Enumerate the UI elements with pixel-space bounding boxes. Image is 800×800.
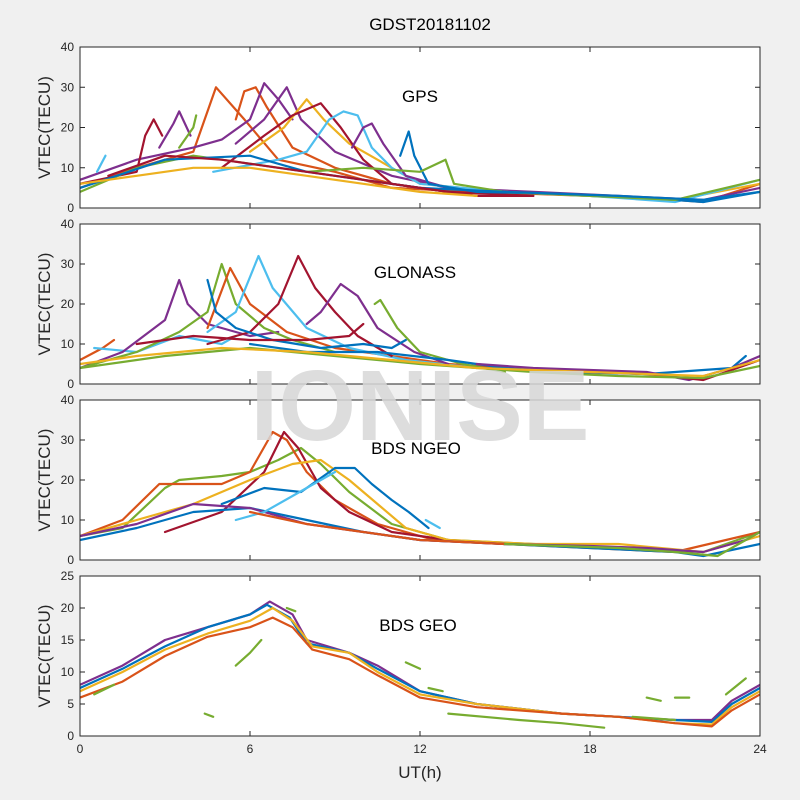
panel-series-group <box>80 430 760 558</box>
series-line-16 <box>80 166 478 197</box>
series-line-10 <box>447 712 606 729</box>
series-line-4 <box>220 466 430 530</box>
panel-1: 0 10 20 30 40 VTEC(TECU) GLONASS <box>35 217 761 391</box>
series-line-14 <box>724 677 747 696</box>
x-tick-label: 24 <box>753 742 767 756</box>
series-line-11 <box>631 715 677 722</box>
series-line-9 <box>158 110 192 149</box>
y-tick-label: 20 <box>61 473 75 487</box>
x-tick-label: 0 <box>77 742 84 756</box>
series-line-6 <box>234 638 263 667</box>
y-tick-label: 25 <box>61 569 75 583</box>
panel-2: 0 10 20 30 40 VTEC(TECU) BDS NGEO <box>35 393 761 567</box>
y-tick-label: 5 <box>67 697 74 711</box>
panel-series-group <box>80 254 760 382</box>
series-line-9 <box>427 686 444 693</box>
y-tick-label: 20 <box>61 297 75 311</box>
y-tick-label: 40 <box>61 217 75 231</box>
series-line-14 <box>80 346 760 380</box>
series-line-3 <box>80 616 760 728</box>
y-tick-label: 0 <box>67 377 74 391</box>
series-line-12 <box>645 696 662 702</box>
series-line-7 <box>305 282 450 366</box>
y-tick-label: 20 <box>61 121 75 135</box>
y-tick-label: 40 <box>61 393 75 407</box>
chart-panels: 0 10 20 30 40 VTEC(TECU) GPS 0 10 20 30 40 VTEC(TECU… <box>35 40 767 756</box>
series-line-5 <box>206 254 478 370</box>
y-tick-label: 20 <box>61 601 75 615</box>
series-line-1 <box>80 603 760 723</box>
y-tick-label: 30 <box>61 257 75 271</box>
series-line-3 <box>80 458 760 554</box>
series-line-3 <box>80 262 337 370</box>
series-line-1 <box>234 86 450 193</box>
y-tick-label: 10 <box>61 513 75 527</box>
panel-label: GPS <box>402 87 438 106</box>
y-axis-label: VTEC(TECU) <box>35 76 54 179</box>
series-line-6 <box>95 154 107 173</box>
series-line-9 <box>206 278 407 350</box>
panel-plot-area <box>80 576 760 736</box>
y-axis-label: VTEC(TECU) <box>35 429 54 532</box>
panel-series-group <box>80 82 760 204</box>
y-tick-label: 10 <box>61 337 75 351</box>
watermark: IONISE <box>251 350 590 462</box>
panel-label: BDS NGEO <box>371 439 461 458</box>
y-tick-label: 40 <box>61 40 75 54</box>
series-line-8 <box>373 298 507 374</box>
panel-label: GLONASS <box>374 263 456 282</box>
x-tick-label: 6 <box>247 742 254 756</box>
x-tick-label: 12 <box>413 742 427 756</box>
x-tick-label: 18 <box>583 742 597 756</box>
series-line-7 <box>285 606 297 613</box>
series-line-8 <box>404 661 422 670</box>
series-line-8 <box>424 518 441 530</box>
series-line-4 <box>93 683 116 696</box>
series-line-10 <box>178 114 198 149</box>
panel-series-group <box>80 600 760 729</box>
y-tick-label: 15 <box>61 633 75 647</box>
panel-3: 0 5 10 15 20 25 0 6 12 18 24 VTEC(TECU) BDS GEO <box>35 569 767 756</box>
panel-0: 0 10 20 30 40 VTEC(TECU) GPS <box>35 40 761 215</box>
series-line-11 <box>350 122 450 189</box>
panel-label: BDS GEO <box>379 616 456 635</box>
chart-title: GDST20181102 <box>369 15 491 34</box>
y-tick-label: 10 <box>61 161 75 175</box>
series-line-12 <box>399 130 760 204</box>
series-line-15 <box>80 346 760 378</box>
series-line-7 <box>234 470 337 522</box>
y-tick-label: 0 <box>67 553 74 567</box>
y-tick-label: 10 <box>61 665 75 679</box>
y-tick-label: 0 <box>67 201 74 215</box>
y-axis-label: VTEC(TECU) <box>35 605 54 708</box>
y-axis-label: VTEC(TECU) <box>35 253 54 356</box>
y-tick-label: 30 <box>61 433 75 447</box>
x-axis-label: UT(h) <box>398 763 441 782</box>
series-line-10 <box>503 530 760 558</box>
y-tick-label: 30 <box>61 80 75 94</box>
series-line-5 <box>203 712 215 718</box>
series-line-2 <box>80 82 294 181</box>
panel-plot-area <box>80 400 760 560</box>
series-line-2 <box>163 430 507 546</box>
series-line-9 <box>248 510 507 546</box>
series-line-11 <box>135 322 365 346</box>
y-tick-label: 0 <box>67 729 74 743</box>
